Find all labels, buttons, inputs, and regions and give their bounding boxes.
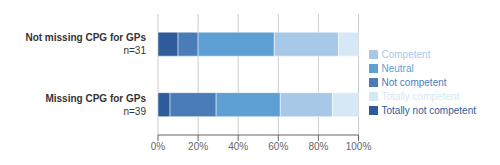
svg-text:Not missing CPG for GPsn=31: Not missing CPG for GPsn=31 [25, 32, 146, 56]
svg-text:100%: 100% [346, 141, 372, 152]
html-text:Competent: Competent [381, 48, 431, 60]
html-text:Not competent: Not competent [381, 76, 447, 88]
html-text:Totally not competent: Totally not competent [381, 104, 476, 116]
html-text:Totally competent: Totally competent [381, 90, 460, 102]
svg-text:40%: 40% [228, 141, 248, 152]
svg-text:60%: 60% [268, 141, 288, 152]
svg-text:0%: 0% [151, 141, 166, 152]
svg-text:20%: 20% [188, 141, 208, 152]
html-text:Neutral: Neutral [381, 62, 414, 74]
svg-text:Missing CPG for GPsn=39: Missing CPG for GPsn=39 [45, 93, 146, 117]
svg-text:80%: 80% [308, 141, 328, 152]
